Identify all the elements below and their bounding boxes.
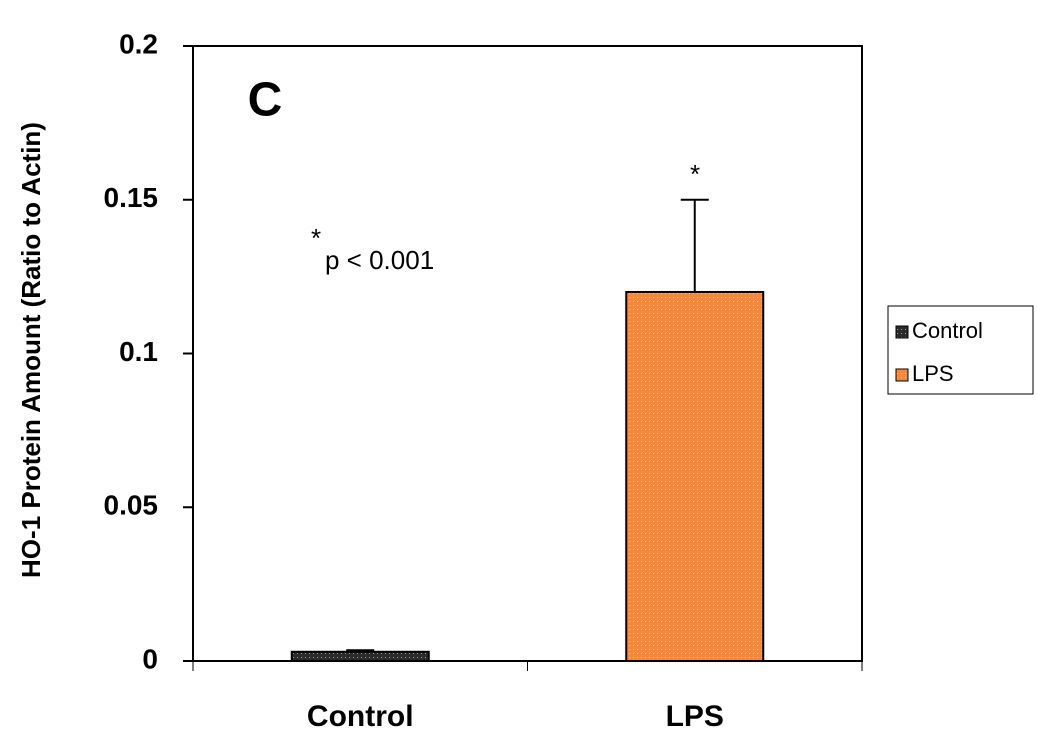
annotation: * bbox=[311, 223, 321, 253]
bar bbox=[290, 650, 430, 663]
y-axis-label: HO-1 Protein Amount (Ratio to Actin) bbox=[16, 122, 46, 578]
y-tick-label: 0 bbox=[142, 643, 158, 674]
y-tick-label: 0.1 bbox=[119, 336, 158, 367]
legend-box bbox=[887, 305, 1034, 395]
y-tick-label: 0.2 bbox=[119, 28, 158, 59]
annotation: C bbox=[248, 74, 283, 127]
legend-label: Control bbox=[912, 318, 983, 343]
x-tick-label: Control bbox=[307, 700, 414, 733]
legend-label: LPS bbox=[912, 361, 954, 386]
legend-swatch bbox=[895, 368, 909, 382]
x-tick-label: LPS bbox=[666, 700, 724, 733]
legend-swatch bbox=[895, 325, 909, 339]
bar bbox=[625, 291, 765, 662]
annotation: p < 0.001 bbox=[325, 245, 434, 275]
annotation: * bbox=[690, 159, 700, 189]
y-tick-label: 0.15 bbox=[104, 182, 159, 213]
y-tick-label: 0.05 bbox=[104, 490, 159, 521]
